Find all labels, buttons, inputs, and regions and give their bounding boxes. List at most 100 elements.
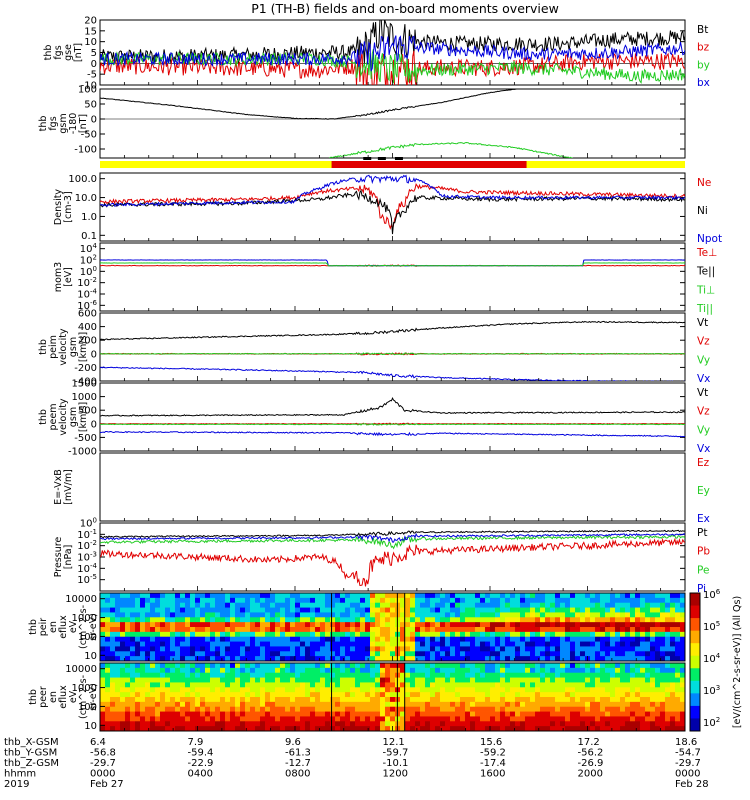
spec-cell [240, 706, 246, 712]
spec-cell [455, 726, 461, 732]
spec-cell [460, 627, 466, 633]
spec-cell [195, 721, 201, 727]
spec-cell [680, 682, 686, 688]
spec-cell [625, 682, 631, 688]
spec-cell [235, 677, 241, 683]
spec-cell [295, 706, 301, 712]
spec-cell [190, 622, 196, 628]
spec-cell [620, 607, 626, 613]
spec-cell [635, 617, 641, 623]
spec-cell [630, 646, 636, 652]
spec-cell [555, 721, 561, 727]
spec-cell [390, 607, 396, 613]
spec-cell [195, 617, 201, 623]
series-pressure-Pb [100, 537, 685, 587]
spec-cell [655, 622, 661, 628]
spec-cell [405, 602, 411, 608]
spec-cell [590, 726, 596, 732]
spec-cell [190, 687, 196, 693]
series-pressure-Pt [100, 529, 685, 539]
spec-cell [620, 631, 626, 638]
spec-cell [280, 656, 286, 662]
spec-cell [130, 706, 136, 712]
ylabel-peem-1: peem [48, 404, 59, 431]
spec-cell [580, 711, 586, 717]
spec-cell [455, 701, 461, 708]
spec-cell [455, 607, 461, 613]
spec-cell [515, 701, 521, 708]
spec-cell [330, 706, 336, 712]
spec-cell [415, 667, 421, 674]
spec-cell [535, 711, 541, 717]
spec-cell [145, 612, 151, 618]
spec-cell [470, 663, 476, 669]
spec-cell [360, 706, 366, 712]
spec-cell [520, 682, 526, 688]
spec-cell [545, 607, 551, 613]
spec-cell [295, 651, 301, 657]
spec-cell [375, 706, 381, 712]
spec-cell [580, 716, 586, 722]
spec-cell [255, 697, 261, 703]
spec-cell [550, 641, 556, 647]
spec-cell [610, 716, 616, 722]
spec-cell [255, 726, 261, 732]
spec-cell [335, 711, 341, 717]
spec-cell [680, 726, 686, 732]
spec-cell [375, 682, 381, 688]
spec-cell [240, 593, 246, 599]
spec-cell [105, 672, 111, 678]
spec-cell [465, 651, 471, 657]
spec-cell [345, 597, 351, 604]
spec-cell [670, 716, 676, 722]
spec-cell [665, 602, 671, 608]
spec-cell [675, 721, 681, 727]
spec-cell [325, 622, 331, 628]
spec-cell [150, 617, 156, 623]
spec-cell [625, 706, 631, 712]
ytick-label: 10000 [65, 664, 97, 675]
spec-cell [545, 636, 551, 642]
spec-cell [350, 602, 356, 608]
spec-cell [615, 677, 621, 683]
spec-cell [600, 617, 606, 623]
spec-cell [380, 721, 386, 727]
spec-cell [460, 726, 466, 732]
spec-cell [485, 627, 491, 633]
spec-cell [420, 667, 426, 674]
spec-cell [460, 667, 466, 674]
spec-cell [195, 593, 201, 599]
spec-cell [125, 697, 131, 703]
spec-cell [205, 692, 211, 698]
spec-cell [655, 701, 661, 708]
spec-cell [275, 697, 281, 703]
spec-cell [465, 622, 471, 628]
spec-cell [230, 636, 236, 642]
spec-cell [150, 726, 156, 732]
spec-cell [335, 627, 341, 633]
spec-cell [670, 672, 676, 678]
legend-fgs-3: bx [697, 77, 710, 89]
spec-cell [335, 651, 341, 657]
spec-cell [290, 663, 296, 669]
spec-cell [540, 697, 546, 703]
ytick-label: 50 [84, 100, 97, 111]
spec-cell [175, 641, 181, 647]
spec-cell [335, 677, 341, 683]
spec-cell [245, 677, 251, 683]
spec-cell [255, 631, 261, 638]
spec-cell [325, 651, 331, 657]
spec-cell [630, 711, 636, 717]
spec-cell [160, 711, 166, 717]
spec-cell [295, 721, 301, 727]
spec-cell [290, 677, 296, 683]
spec-cell [220, 636, 226, 642]
spec-cell [645, 701, 651, 708]
spec-cell [390, 641, 396, 647]
spec-cell [460, 663, 466, 669]
spec-cell [105, 697, 111, 703]
spec-cell [585, 677, 591, 683]
spec-cell [430, 597, 436, 604]
spec-cell [625, 593, 631, 599]
